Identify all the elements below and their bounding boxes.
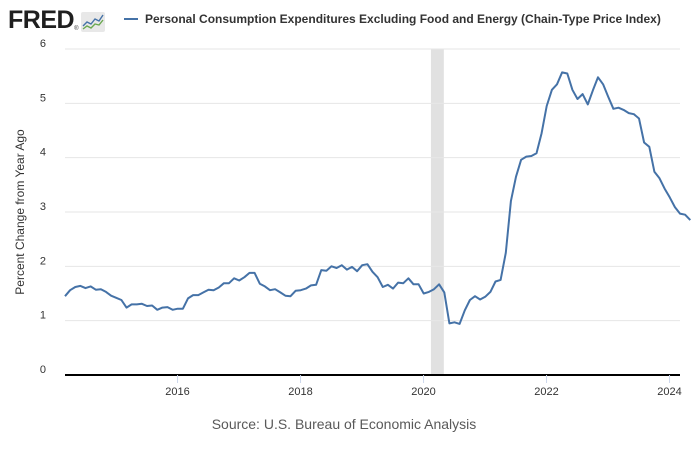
x-axis-ticks: 2016 2018 2020 2022 2024 bbox=[165, 375, 682, 398]
x-tick-label: 2020 bbox=[411, 386, 435, 398]
y-tick-label: 6 bbox=[40, 38, 46, 50]
x-tick-label: 2022 bbox=[534, 386, 558, 398]
y-axis-ticks: 0 1 2 3 4 5 6 bbox=[40, 38, 46, 376]
y-tick-label: 3 bbox=[40, 201, 46, 213]
y-tick-label: 1 bbox=[40, 310, 46, 322]
legend: Personal Consumption Expenditures Exclud… bbox=[124, 12, 661, 26]
fred-logo[interactable]: FRED ® bbox=[8, 5, 106, 34]
series-line bbox=[64, 71, 692, 325]
chart-line-icon bbox=[81, 11, 106, 32]
registered-mark: ® bbox=[74, 26, 79, 32]
legend-label: Personal Consumption Expenditures Exclud… bbox=[145, 12, 661, 26]
x-tick-label: 2024 bbox=[657, 386, 681, 398]
legend-swatch bbox=[124, 18, 138, 20]
fred-logo-text: FRED bbox=[8, 5, 75, 34]
y-axis-title: Percent Change from Year Ago bbox=[13, 129, 27, 295]
source-note: Source: U.S. Bureau of Economic Analysis bbox=[211, 416, 477, 432]
x-tick-label: 2018 bbox=[288, 386, 312, 398]
y-tick-label: 5 bbox=[40, 92, 46, 104]
y-tick-label: 0 bbox=[40, 364, 46, 376]
y-tick-label: 4 bbox=[40, 147, 46, 159]
series-layer bbox=[64, 71, 692, 325]
gridlines bbox=[65, 48, 680, 376]
y-tick-label: 2 bbox=[40, 255, 46, 267]
x-tick-label: 2016 bbox=[165, 386, 189, 398]
